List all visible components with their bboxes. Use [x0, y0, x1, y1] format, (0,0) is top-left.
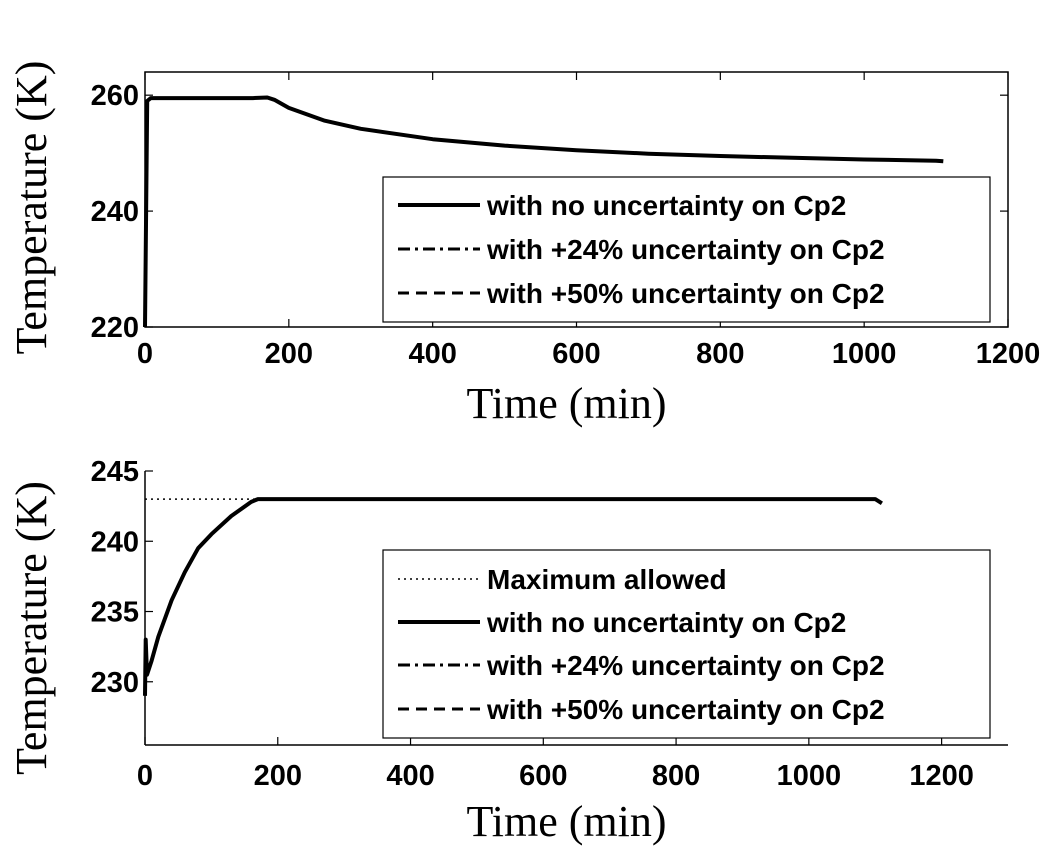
y-tick-label: 230 — [91, 667, 139, 699]
x-tick-label: 600 — [519, 760, 567, 792]
x-axis-label: Time (min) — [466, 797, 666, 846]
legend-entry: with +24% uncertainty on Cp2 — [486, 234, 885, 265]
series-line-1 — [143, 95, 944, 328]
x-tick-label: 200 — [254, 760, 302, 792]
x-tick-label: 800 — [652, 760, 700, 792]
legend-entry: with +50% uncertainty on Cp2 — [486, 278, 885, 309]
legend-entry: with no uncertainty on Cp2 — [486, 190, 846, 221]
x-axis-label: Time (min) — [466, 379, 666, 428]
y-tick-label: 220 — [91, 312, 139, 344]
y-axis-label: Temperature (K) — [7, 61, 56, 355]
y-tick-label: 240 — [91, 196, 139, 228]
y-tick-label: 260 — [91, 80, 139, 112]
x-tick-label: 1000 — [777, 760, 842, 792]
legend: Maximum allowed with no uncertainty on Cp… — [382, 549, 991, 739]
series-line-2 — [143, 497, 883, 696]
legend-entry: with no uncertainty on Cp2 — [486, 607, 846, 638]
y-tick-label: 245 — [91, 456, 139, 488]
chart-panel-2: 0 200 400 600 800 1000 1200 230 235 240 245 Time (m… — [7, 456, 1008, 846]
legend-entry: with +50% uncertainty on Cp2 — [486, 694, 885, 725]
legend: with no uncertainty on Cp2 with +24% unce… — [382, 176, 991, 323]
x-tick-label: 600 — [552, 338, 600, 370]
x-tick-label: 400 — [386, 760, 434, 792]
legend-box — [382, 176, 991, 323]
x-tick-label: 200 — [265, 338, 313, 370]
y-axis-label: Temperature (K) — [7, 481, 56, 775]
x-tick-label: 1200 — [909, 760, 974, 792]
x-tick-label: 0 — [137, 760, 153, 792]
chart-panel-1: 0 200 400 600 800 1000 1200 220 240 260 Time (min)… — [7, 61, 1040, 428]
legend-entry: Maximum allowed — [487, 564, 727, 595]
legend-box — [382, 549, 991, 739]
x-tick-label: 0 — [137, 338, 153, 370]
x-tick-label: 400 — [408, 338, 456, 370]
x-tick-label: 1000 — [832, 338, 897, 370]
y-tick-label: 235 — [91, 597, 139, 629]
y-tick-label: 240 — [91, 526, 139, 558]
x-tick-label: 1200 — [976, 338, 1041, 370]
x-tick-label: 800 — [696, 338, 744, 370]
legend-entry: with +24% uncertainty on Cp2 — [486, 650, 885, 681]
